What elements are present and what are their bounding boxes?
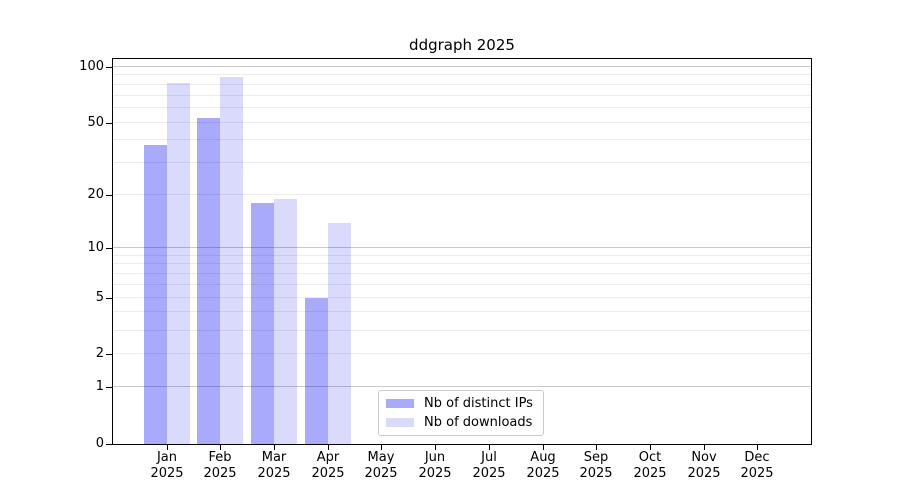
x-tick-aug-2025 <box>543 445 544 450</box>
gridline-major-1 <box>113 386 811 387</box>
y-tick-100 <box>106 67 113 68</box>
gridline-minor-8 <box>113 263 811 264</box>
legend-swatch-distinct-ips <box>386 399 414 408</box>
gridline-minor-40 <box>113 139 811 140</box>
x-tick-label-nov-2025: Nov 2025 <box>687 450 721 481</box>
gridline-minor-6 <box>113 284 811 285</box>
legend-item-distinct-ips: Nb of distinct IPs <box>386 396 533 411</box>
x-tick-label-feb-2025: Feb 2025 <box>203 450 237 481</box>
gridline-minor-2 <box>113 353 811 354</box>
x-tick-label-jan-2025: Jan 2025 <box>150 450 184 481</box>
x-tick-label-jun-2025: Jun 2025 <box>418 450 452 481</box>
y-tick-50 <box>106 123 113 124</box>
bar-mar-2025-series0 <box>251 203 275 444</box>
bar-apr-2025-series0 <box>304 297 328 444</box>
x-tick-jul-2025 <box>489 445 490 450</box>
y-tick-2 <box>106 354 113 355</box>
gridline-minor-5 <box>113 297 811 298</box>
y-tick-label-50: 50 <box>87 115 104 130</box>
plot-area <box>112 58 812 445</box>
x-tick-oct-2025 <box>650 445 651 450</box>
y-tick-label-5: 5 <box>95 290 104 305</box>
legend-label-downloads: Nb of downloads <box>424 415 533 430</box>
gridline-minor-9 <box>113 255 811 256</box>
gridline-minor-90 <box>113 74 811 75</box>
x-tick-label-mar-2025: Mar 2025 <box>257 450 291 481</box>
y-tick-10 <box>106 248 113 249</box>
bar-feb-2025-series1 <box>220 77 244 444</box>
gridline-minor-20 <box>113 194 811 195</box>
y-tick-0 <box>106 444 113 445</box>
gridline-minor-70 <box>113 95 811 96</box>
x-tick-may-2025 <box>381 445 382 450</box>
y-tick-label-20: 20 <box>87 187 104 202</box>
y-tick-label-1: 1 <box>95 379 104 394</box>
y-tick-label-10: 10 <box>87 240 104 255</box>
x-tick-label-sep-2025: Sep 2025 <box>579 450 613 481</box>
bar-apr-2025-series1 <box>327 222 351 444</box>
x-tick-feb-2025 <box>220 445 221 450</box>
x-tick-label-dec-2025: Dec 2025 <box>740 450 774 481</box>
x-tick-apr-2025 <box>328 445 329 450</box>
x-tick-dec-2025 <box>757 445 758 450</box>
y-tick-label-100: 100 <box>79 59 104 74</box>
y-tick-1 <box>106 387 113 388</box>
x-tick-label-aug-2025: Aug 2025 <box>526 450 560 481</box>
legend-item-downloads: Nb of downloads <box>386 415 533 430</box>
x-tick-label-jul-2025: Jul 2025 <box>472 450 506 481</box>
gridline-minor-50 <box>113 122 811 123</box>
legend-swatch-downloads <box>386 418 414 427</box>
y-tick-20 <box>106 195 113 196</box>
y-tick-label-2: 2 <box>95 346 104 361</box>
gridline-major-100 <box>113 66 811 67</box>
x-tick-jan-2025 <box>167 445 168 450</box>
chart-title: ddgraph 2025 <box>409 36 515 54</box>
gridline-minor-7 <box>113 273 811 274</box>
x-tick-nov-2025 <box>704 445 705 450</box>
gridline-minor-30 <box>113 162 811 163</box>
x-tick-label-apr-2025: Apr 2025 <box>311 450 345 481</box>
legend-label-distinct-ips: Nb of distinct IPs <box>424 396 533 411</box>
gridline-major-10 <box>113 247 811 248</box>
bar-mar-2025-series1 <box>274 199 298 444</box>
y-tick-5 <box>106 298 113 299</box>
gridline-minor-3 <box>113 330 811 331</box>
gridline-minor-4 <box>113 311 811 312</box>
bar-feb-2025-series0 <box>197 117 221 444</box>
bar-jan-2025-series0 <box>143 144 167 444</box>
x-tick-label-oct-2025: Oct 2025 <box>633 450 667 481</box>
x-tick-mar-2025 <box>274 445 275 450</box>
y-tick-label-0: 0 <box>95 436 104 451</box>
gridline-minor-80 <box>113 84 811 85</box>
bar-jan-2025-series1 <box>166 82 190 444</box>
x-tick-sep-2025 <box>596 445 597 450</box>
legend: Nb of distinct IPs Nb of downloads <box>378 390 544 436</box>
x-tick-label-may-2025: May 2025 <box>364 450 398 481</box>
gridline-minor-60 <box>113 107 811 108</box>
x-tick-jun-2025 <box>435 445 436 450</box>
